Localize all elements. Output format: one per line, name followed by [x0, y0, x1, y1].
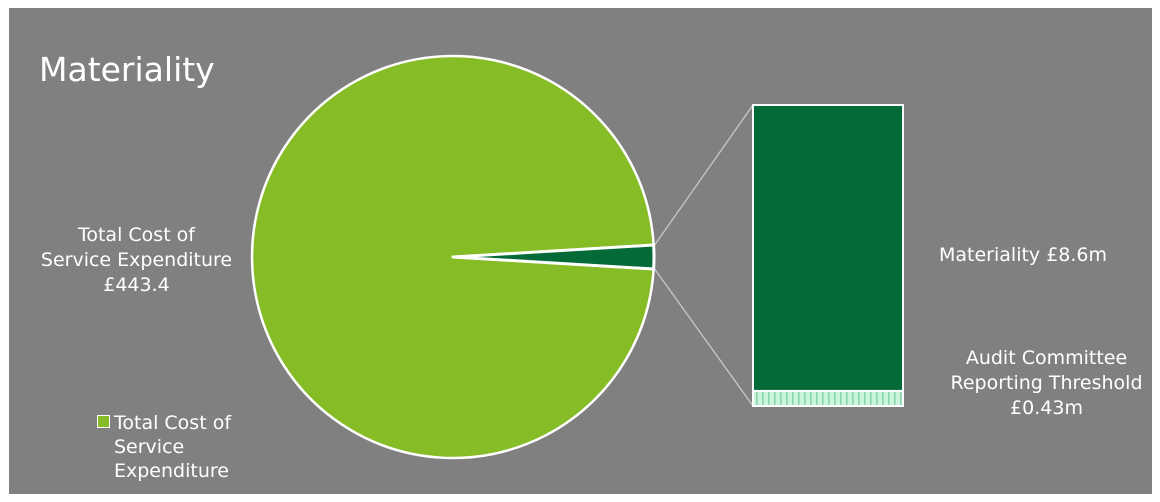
pie-slice-materiality	[451, 243, 656, 271]
threshold-label-line-2: Reporting Threshold	[950, 372, 1143, 394]
chart-svg	[250, 54, 904, 460]
bar-label-materiality: Materiality £8.6m	[939, 244, 1108, 266]
bar-segment-materiality	[752, 104, 904, 392]
chart-area: Materiality Total Cost of Service Expend…	[9, 8, 1152, 494]
connector-line-top	[654, 104, 754, 246]
legend-item-label: Total Cost of Service Expenditure	[114, 412, 232, 482]
threshold-label-line-3: £0.43m	[1010, 397, 1083, 419]
pie-label-line-2: Service Expenditure	[40, 249, 233, 271]
pie-label-line-3: £443.4	[103, 274, 170, 296]
legend-swatch	[97, 415, 110, 428]
chart-title: Materiality	[39, 50, 215, 89]
pie-label-line-1: Total Cost of	[77, 224, 195, 246]
pie-data-label: Total Cost of Service Expenditure £443.4	[9, 223, 264, 298]
connector-line-bottom	[654, 268, 754, 407]
bar-label-threshold: Audit Committee Reporting Threshold £0.4…	[944, 346, 1149, 421]
threshold-label-line-1: Audit Committee	[965, 347, 1128, 369]
bar-segment-threshold	[752, 389, 904, 408]
